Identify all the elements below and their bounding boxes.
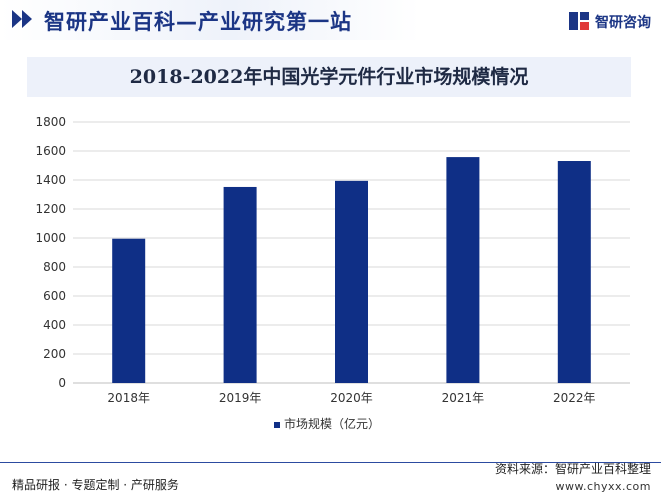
y-tick-label: 0 <box>58 376 66 390</box>
chart-title-banner: 2018-2022年中国光学元件行业市场规模情况 <box>27 57 631 97</box>
footer-tagline: 精品研报 · 专题定制 · 产研服务 <box>12 478 179 492</box>
bar <box>112 238 146 383</box>
zhiyan-logo-icon <box>569 12 589 30</box>
y-tick-label: 400 <box>43 318 66 332</box>
y-tick-label: 1000 <box>35 231 66 245</box>
header-title: 智研产业百科—产业研究第一站 <box>44 10 352 34</box>
logo-text: 智研咨询 <box>595 15 651 31</box>
y-tick-label: 800 <box>43 260 66 274</box>
legend-swatch <box>274 422 280 428</box>
x-tick-label: 2018年 <box>107 391 150 405</box>
bar <box>557 161 591 383</box>
legend-label: 市场规模（亿元） <box>284 416 380 431</box>
y-tick-label: 1800 <box>35 115 66 129</box>
y-tick-label: 1200 <box>35 202 66 216</box>
bar <box>223 186 257 383</box>
header-bar: 智研产业百科—产业研究第一站 智研咨询 <box>0 0 661 40</box>
source-note: 资料来源：智研产业百科整理 <box>494 462 651 476</box>
x-tick-label: 2021年 <box>442 391 485 405</box>
y-tick-label: 200 <box>43 347 66 361</box>
chevron-right-icon <box>12 10 22 28</box>
bar <box>335 180 368 383</box>
footer-url: www.chyxx.com <box>555 480 651 493</box>
x-tick-label: 2019年 <box>219 391 262 405</box>
chart-title: 2018-2022年中国光学元件行业市场规模情况 <box>129 66 529 88</box>
y-tick-label: 1400 <box>35 173 66 187</box>
x-tick-label: 2022年 <box>553 391 596 405</box>
y-tick-label: 600 <box>43 289 66 303</box>
y-tick-label: 1600 <box>35 144 66 158</box>
bar <box>446 157 480 383</box>
x-tick-label: 2020年 <box>330 391 373 405</box>
header-background: 智研产业百科—产业研究第一站 <box>0 0 420 40</box>
bar-chart: 0 200 400 600 800 1000 1200 1400 1600 1800 2018年 20… <box>35 115 630 431</box>
chevron-right-icon <box>22 10 32 28</box>
footer-divider <box>0 462 661 463</box>
